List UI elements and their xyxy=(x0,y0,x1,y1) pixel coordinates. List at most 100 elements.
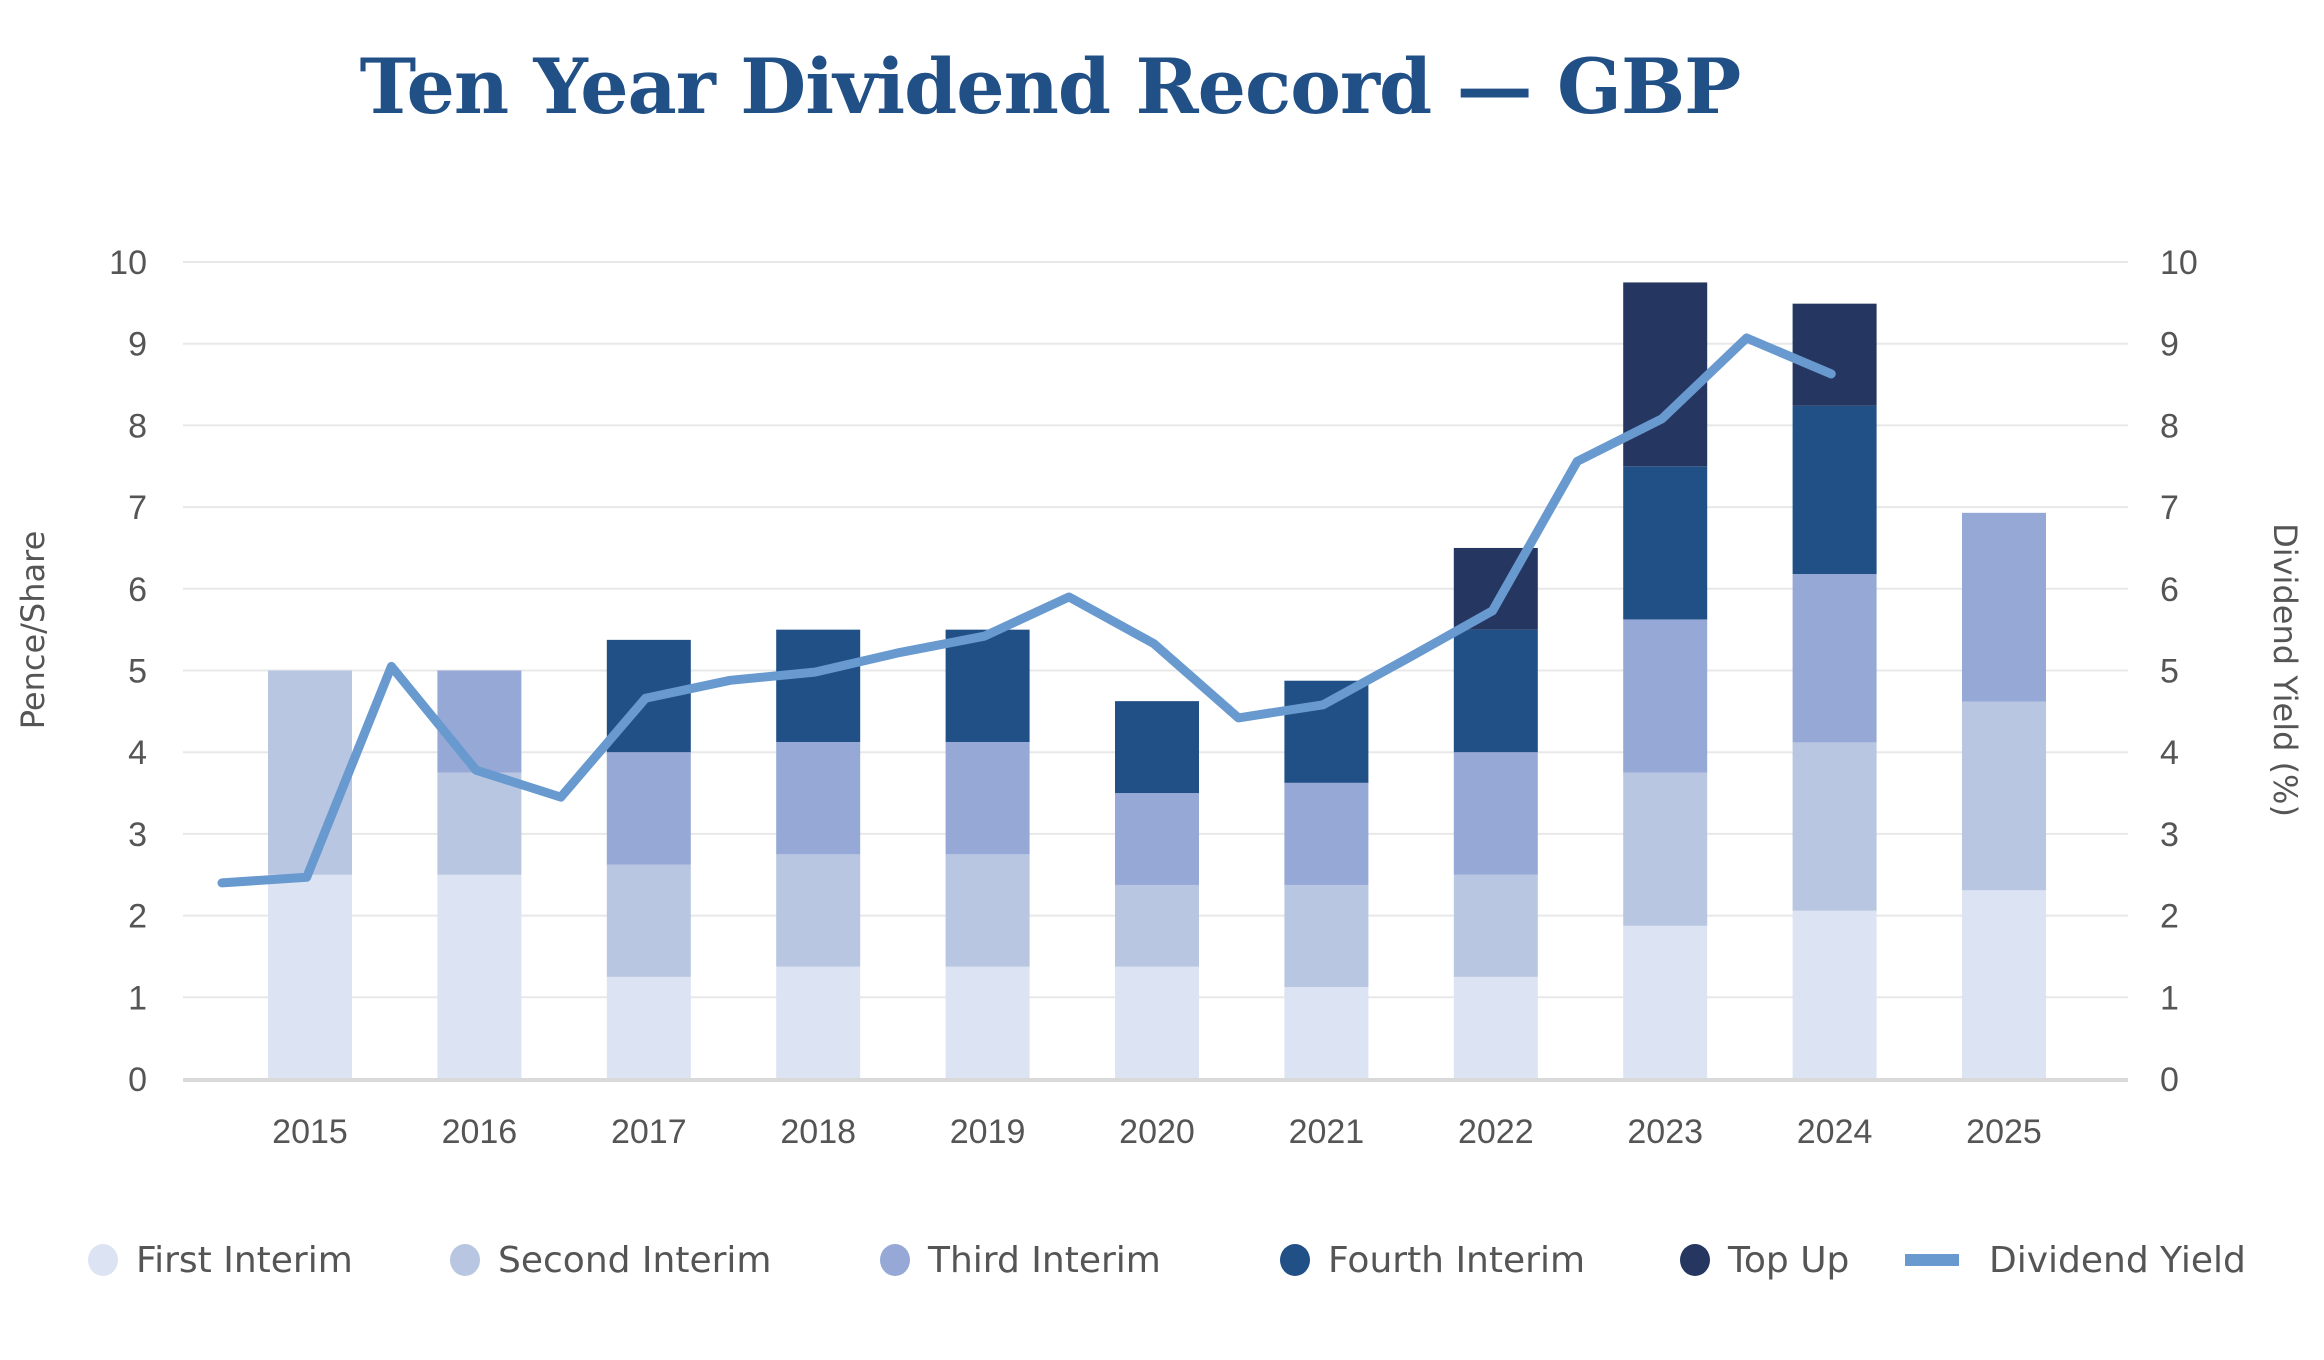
x-tick-label: 2024 xyxy=(1797,1113,1873,1151)
dividend-yield-line-layer xyxy=(217,333,1836,888)
legend-item-fourth-interim[interactable]: Fourth Interim xyxy=(1280,1235,1585,1285)
legend-dot-icon xyxy=(880,1244,910,1276)
legend-label: Second Interim xyxy=(498,1239,772,1281)
y2-tick-label: 3 xyxy=(2160,816,2179,854)
bar-segment-second-interim[interactable] xyxy=(945,854,1030,967)
bar-segment-third-interim[interactable] xyxy=(1115,793,1199,885)
y-tick-label: 4 xyxy=(128,734,147,772)
bar-segment-second-interim[interactable] xyxy=(776,854,861,967)
chart-title: Ten Year Dividend Record — GBP xyxy=(359,42,1742,131)
bar-segment-first-interim[interactable] xyxy=(945,966,1030,1079)
y-tick-label: 8 xyxy=(128,407,147,445)
x-axis-ticks: 2015 2016 2017 2018 2019 2020 2021 2022 2023 2024… xyxy=(272,1113,2042,1151)
legend-item-third-interim[interactable]: Third Interim xyxy=(880,1235,1161,1285)
x-tick-label: 2025 xyxy=(1966,1113,2042,1151)
bar-segment-fourth-interim[interactable] xyxy=(1623,466,1708,620)
bar-segment-third-interim[interactable] xyxy=(1453,752,1538,875)
x-tick-label: 2015 xyxy=(272,1113,348,1151)
y-tick-label: 6 xyxy=(128,571,147,609)
x-tick-label: 2022 xyxy=(1458,1113,1534,1151)
x-tick-label: 2021 xyxy=(1289,1113,1365,1151)
y2-axis-title: Dividend Yield (%) xyxy=(2266,523,2304,817)
legend-item-second-interim[interactable]: Second Interim xyxy=(450,1235,772,1285)
bar-segment-third-interim[interactable] xyxy=(1792,574,1877,743)
legend-item-dividend-yield[interactable]: Dividend Yield xyxy=(1905,1235,2246,1285)
bar-segment-fourth-interim[interactable] xyxy=(1115,701,1199,794)
y2-tick-label: 5 xyxy=(2160,653,2179,691)
y2-tick-label: 1 xyxy=(2160,979,2179,1017)
y-tick-label: 2 xyxy=(128,898,147,936)
bar-segment-third-interim[interactable] xyxy=(776,741,861,855)
bar-segment-top-up[interactable] xyxy=(1792,303,1877,406)
y2-tick-label: 9 xyxy=(2160,326,2179,364)
legend-label: Top Up xyxy=(1728,1239,1850,1281)
bar-segment-top-up[interactable] xyxy=(1623,282,1708,467)
x-tick-label: 2017 xyxy=(611,1113,687,1151)
legend-label: Third Interim xyxy=(928,1239,1161,1281)
y2-tick-label: 7 xyxy=(2160,489,2179,527)
y-tick-label: 9 xyxy=(128,326,147,364)
x-tick-label: 2018 xyxy=(780,1113,856,1151)
bar-segment-third-interim[interactable] xyxy=(606,752,691,865)
bar-segment-first-interim[interactable] xyxy=(1115,966,1199,1079)
y-axis-right-ticks: 0 1 2 3 4 5 6 7 8 9 10 xyxy=(2160,244,2198,1099)
legend-item-top-up[interactable]: Top Up xyxy=(1680,1235,1849,1285)
legend-label: Fourth Interim xyxy=(1328,1239,1586,1281)
legend-dot-icon xyxy=(450,1244,480,1276)
y-tick-label: 3 xyxy=(128,816,147,854)
y-tick-label: 10 xyxy=(109,244,147,282)
y2-tick-label: 2 xyxy=(2160,898,2179,936)
bar-segment-fourth-interim[interactable] xyxy=(776,629,861,742)
bar-segment-fourth-interim[interactable] xyxy=(1792,405,1877,575)
legend-dot-icon xyxy=(1280,1244,1310,1276)
y2-tick-label: 4 xyxy=(2160,734,2179,772)
bar-segment-first-interim[interactable] xyxy=(606,976,691,1079)
bar-segment-first-interim[interactable] xyxy=(1962,890,2046,1079)
legend-label: First Interim xyxy=(136,1239,353,1281)
bar-segment-first-interim[interactable] xyxy=(1453,976,1538,1079)
legend-dot-icon xyxy=(1680,1244,1710,1276)
y-tick-label: 7 xyxy=(128,489,147,527)
bar-segment-second-interim[interactable] xyxy=(1453,874,1538,977)
bar-segment-fourth-interim[interactable] xyxy=(945,629,1030,742)
y2-tick-label: 8 xyxy=(2160,407,2179,445)
bar-segment-first-interim[interactable] xyxy=(1792,910,1877,1079)
bar-segment-second-interim[interactable] xyxy=(1962,701,2046,891)
bar-segment-second-interim[interactable] xyxy=(1284,884,1369,988)
legend-item-first-interim[interactable]: First Interim xyxy=(88,1235,353,1285)
bar-segment-first-interim[interactable] xyxy=(1284,987,1369,1079)
bar-segment-second-interim[interactable] xyxy=(1623,772,1708,926)
legend: First Interim Second Interim Third Interim… xyxy=(0,1235,2324,1285)
bar-segment-third-interim[interactable] xyxy=(1962,512,2046,702)
bar-segment-first-interim[interactable] xyxy=(776,966,861,1079)
x-tick-label: 2019 xyxy=(950,1113,1026,1151)
x-tick-label: 2020 xyxy=(1119,1113,1195,1151)
bar-segment-first-interim[interactable] xyxy=(437,874,522,1079)
y2-tick-label: 10 xyxy=(2160,244,2198,282)
bar-segment-second-interim[interactable] xyxy=(1792,742,1877,911)
bar-segment-second-interim[interactable] xyxy=(268,670,352,875)
y-axis-left-ticks: 0 1 2 3 4 5 6 7 8 9 10 xyxy=(109,244,147,1099)
y2-tick-label: 0 xyxy=(2160,1061,2179,1099)
x-tick-label: 2016 xyxy=(442,1113,518,1151)
bars xyxy=(268,282,2046,1079)
bar-segment-second-interim[interactable] xyxy=(1115,884,1199,967)
legend-line-icon xyxy=(1905,1254,1959,1266)
bar-segment-second-interim[interactable] xyxy=(606,864,691,977)
y2-tick-label: 6 xyxy=(2160,571,2179,609)
bar-segment-fourth-interim[interactable] xyxy=(1453,629,1538,753)
bar-segment-first-interim[interactable] xyxy=(268,874,352,1079)
legend-dot-icon xyxy=(88,1244,118,1276)
bar-segment-second-interim[interactable] xyxy=(437,772,522,875)
dividend-yield-line[interactable] xyxy=(217,333,1836,888)
y-axis-title: Pence/Share xyxy=(14,531,52,730)
bar-segment-third-interim[interactable] xyxy=(1623,619,1708,773)
bar-segment-fourth-interim[interactable] xyxy=(1284,680,1369,783)
bar-segment-first-interim[interactable] xyxy=(1623,925,1708,1079)
y-tick-label: 0 xyxy=(128,1061,147,1099)
y-tick-label: 1 xyxy=(128,979,147,1017)
bar-segment-third-interim[interactable] xyxy=(1284,782,1369,885)
bar-segment-third-interim[interactable] xyxy=(437,670,522,773)
bar-segment-third-interim[interactable] xyxy=(945,741,1030,855)
